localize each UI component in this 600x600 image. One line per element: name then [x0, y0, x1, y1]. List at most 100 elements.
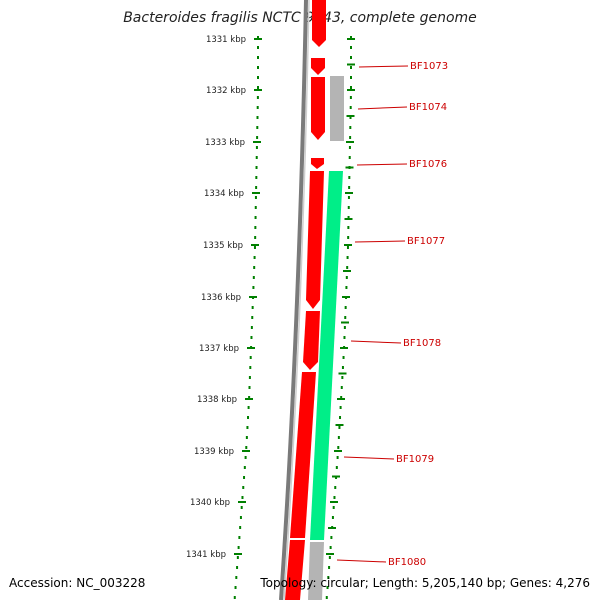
- scale-dot: [256, 136, 259, 139]
- scale-dot: [329, 546, 332, 549]
- scale-dot: [241, 496, 244, 499]
- scale-dot: [255, 166, 258, 169]
- scale-dot: [332, 506, 335, 509]
- scale-dot: [350, 76, 352, 79]
- gene-feature[interactable]: [310, 171, 343, 540]
- scale-dot: [348, 146, 351, 149]
- scale-dot: [248, 376, 251, 379]
- scale-dot: [334, 486, 337, 489]
- scale-dot: [256, 116, 259, 119]
- gene-label-leader: [350, 340, 402, 344]
- scale-dot: [245, 436, 248, 439]
- scale-dot: [254, 236, 257, 239]
- scale-dot: [250, 326, 253, 329]
- scale-dot: [348, 156, 351, 159]
- gene-feature[interactable]: [312, 0, 326, 47]
- scale-dot: [234, 586, 237, 589]
- scale-dot: [249, 356, 252, 359]
- scale-dot: [350, 56, 352, 59]
- scale-dot: [248, 386, 251, 389]
- scale-dot: [348, 176, 351, 179]
- scale-dot: [255, 186, 258, 189]
- scale-dot: [251, 316, 254, 319]
- scale-tick-label: 1333 kbp: [205, 138, 245, 148]
- scale-dot: [331, 526, 334, 529]
- gene-feature[interactable]: [311, 158, 324, 169]
- scale-dot: [257, 36, 259, 39]
- scale-dot: [246, 426, 249, 429]
- scale-dot: [257, 86, 259, 89]
- gene-feature[interactable]: [308, 542, 324, 600]
- scale-dot: [346, 266, 349, 269]
- scale-dot: [337, 446, 340, 449]
- scale-dotted-guides: [233, 36, 352, 599]
- scale-dot: [328, 556, 331, 559]
- scale-dot: [347, 206, 350, 209]
- scale-dot: [349, 106, 352, 109]
- gene-label[interactable]: BF1077: [407, 236, 445, 247]
- scale-dot: [242, 486, 245, 489]
- scale-dot: [243, 466, 246, 469]
- gene-feature[interactable]: [311, 58, 325, 75]
- scale-dot: [239, 516, 242, 519]
- scale-tick-label: 1338 kbp: [197, 395, 237, 405]
- scale-dot: [346, 256, 349, 259]
- gene-label[interactable]: BF1076: [409, 159, 447, 170]
- scale-dot: [247, 416, 250, 419]
- scale-dot: [349, 96, 352, 99]
- scale-dot: [256, 106, 259, 109]
- scale-dot: [346, 246, 349, 249]
- scale-tick-label: 1341 kbp: [186, 550, 226, 560]
- scale-dot: [348, 186, 351, 189]
- gene-labels: BF1073 BF1074 BF1076 BF1077 BF1078 BF1079 BF10…: [336, 61, 448, 568]
- scale-dot: [257, 76, 259, 79]
- gene-label[interactable]: BF1074: [409, 102, 447, 113]
- scale-dot: [250, 336, 253, 339]
- scale-dot: [343, 326, 346, 329]
- scale-dot: [339, 406, 342, 409]
- scale-dot: [250, 346, 253, 349]
- scale-dot: [335, 466, 338, 469]
- scale-dot: [255, 176, 258, 179]
- scale-dot: [340, 396, 343, 399]
- gene-feature[interactable]: [306, 171, 324, 309]
- gene-feature[interactable]: [303, 311, 320, 370]
- scale-dot: [326, 586, 329, 589]
- scale-dot: [257, 66, 259, 69]
- scale-dot: [335, 476, 338, 479]
- scale-tick-label: 1340 kbp: [190, 498, 230, 508]
- scale-dot: [344, 306, 347, 309]
- gene-label[interactable]: BF1079: [396, 454, 434, 465]
- scale-tick-label: 1332 kbp: [206, 86, 246, 96]
- gene-label[interactable]: BF1078: [403, 338, 441, 349]
- scale-dot: [257, 46, 259, 49]
- scale-dot: [336, 456, 339, 459]
- scale-dot: [347, 196, 350, 199]
- scale-dot: [252, 276, 255, 279]
- scale-dot: [254, 226, 257, 229]
- gene-feature[interactable]: [311, 77, 325, 140]
- gene-label-leader: [354, 240, 406, 243]
- scale-dot: [255, 156, 258, 159]
- scale-dot: [345, 296, 348, 299]
- scale-dot: [350, 36, 352, 39]
- scale-dot: [236, 566, 239, 569]
- scale-dot: [244, 456, 247, 459]
- scale-dot: [236, 556, 239, 559]
- gene-feature[interactable]: [290, 372, 316, 538]
- gene-label-leader: [356, 163, 408, 166]
- gene-label[interactable]: BF1073: [410, 61, 448, 72]
- scale-dot: [341, 366, 344, 369]
- scale-dot: [343, 346, 346, 349]
- scale-dot: [248, 396, 251, 399]
- gene-label-leader: [343, 456, 395, 460]
- scale-dot: [328, 566, 331, 569]
- scale-dot: [331, 516, 334, 519]
- gene-label[interactable]: BF1080: [388, 557, 426, 568]
- scale-dot: [247, 406, 250, 409]
- scale-dot: [350, 86, 352, 89]
- scale-dot: [239, 526, 242, 529]
- gene-feature[interactable]: [285, 540, 305, 600]
- topology-text: Topology: circular; Length: 5,205,140 bp…: [260, 576, 590, 590]
- gene-feature[interactable]: [330, 76, 344, 141]
